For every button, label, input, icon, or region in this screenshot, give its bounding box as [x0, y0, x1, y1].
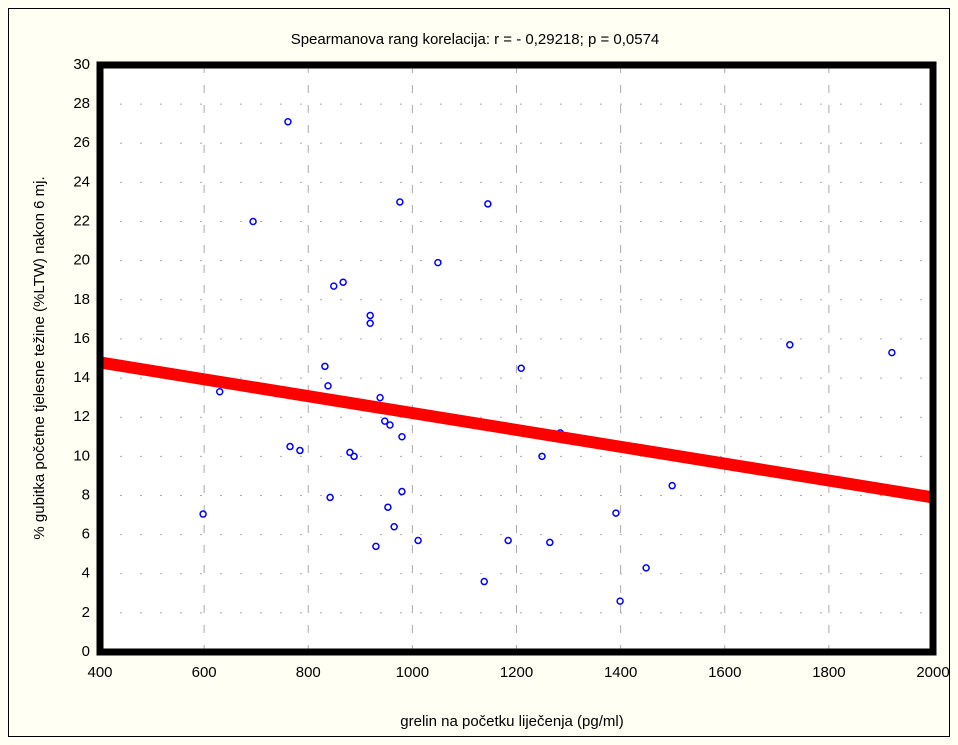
point: [398, 487, 406, 496]
x-tick-label: 400: [87, 664, 112, 681]
y-tick-label: 2: [82, 604, 90, 621]
point: [888, 348, 896, 357]
point: [330, 282, 338, 290]
y-tick-label: 30: [73, 56, 90, 73]
y-tick-label: 10: [73, 447, 90, 464]
point: [350, 452, 358, 461]
point: [286, 442, 294, 451]
point: [414, 536, 422, 545]
point: [386, 421, 394, 429]
y-tick-label: 6: [82, 526, 90, 543]
point: [376, 393, 384, 402]
chart-title: Spearmanova rang korelacija: r = - 0,292…: [291, 31, 660, 48]
x-tick-label: 1400: [604, 664, 637, 681]
point: [504, 536, 512, 545]
y-tick-label: 12: [73, 408, 90, 425]
y-tick-label: 22: [73, 213, 90, 230]
plot-area: [100, 65, 933, 652]
point: [786, 341, 794, 349]
point: [326, 493, 334, 502]
point: [284, 117, 292, 126]
y-tick-label: 20: [73, 252, 90, 269]
y-axis-label: % gubitka početne tjelesne težine (%LTW)…: [31, 176, 48, 539]
x-tick-label: 800: [296, 664, 321, 681]
point: [434, 258, 442, 267]
point: [398, 433, 406, 441]
point: [396, 198, 404, 206]
point: [321, 362, 329, 371]
point: [346, 448, 354, 457]
plot-frame: [96, 61, 937, 656]
point: [215, 388, 224, 396]
point: [616, 597, 624, 605]
point: [480, 577, 488, 586]
x-tick-label: 1800: [812, 664, 845, 681]
x-tick-label: 1200: [500, 664, 533, 681]
y-tick-label: 8: [82, 486, 90, 503]
y-tick-label: 16: [73, 330, 90, 347]
y-tick-label: 14: [73, 369, 90, 386]
y-tick-label: 24: [73, 173, 90, 190]
y-tick-label: 0: [82, 643, 90, 660]
point: [366, 319, 374, 328]
point: [324, 382, 332, 390]
point: [381, 417, 389, 425]
panel-border: [8, 8, 950, 737]
point: [517, 364, 525, 373]
point: [612, 509, 620, 517]
point: [390, 523, 398, 531]
point: [668, 481, 676, 490]
x-tick-label: 600: [192, 664, 217, 681]
point: [538, 452, 546, 461]
y-tick-label: 18: [73, 291, 90, 308]
y-tick-label: 28: [73, 95, 90, 112]
point: [372, 542, 380, 551]
point: [199, 510, 207, 518]
point: [366, 311, 374, 320]
point: [546, 538, 554, 547]
trend-line: [99, 356, 934, 504]
point: [642, 564, 650, 572]
x-tick-label: 2000: [916, 664, 949, 681]
point: [384, 503, 392, 511]
point: [484, 200, 492, 208]
x-tick-label: 1000: [396, 664, 429, 681]
y-tick-label: 26: [73, 134, 90, 151]
x-axis-label: grelin na početku liječenja (pg/ml): [400, 713, 623, 730]
x-tick-label: 1600: [708, 664, 741, 681]
point: [339, 278, 347, 286]
point: [296, 446, 304, 455]
y-tick-label: 4: [82, 565, 90, 582]
point: [249, 217, 257, 226]
